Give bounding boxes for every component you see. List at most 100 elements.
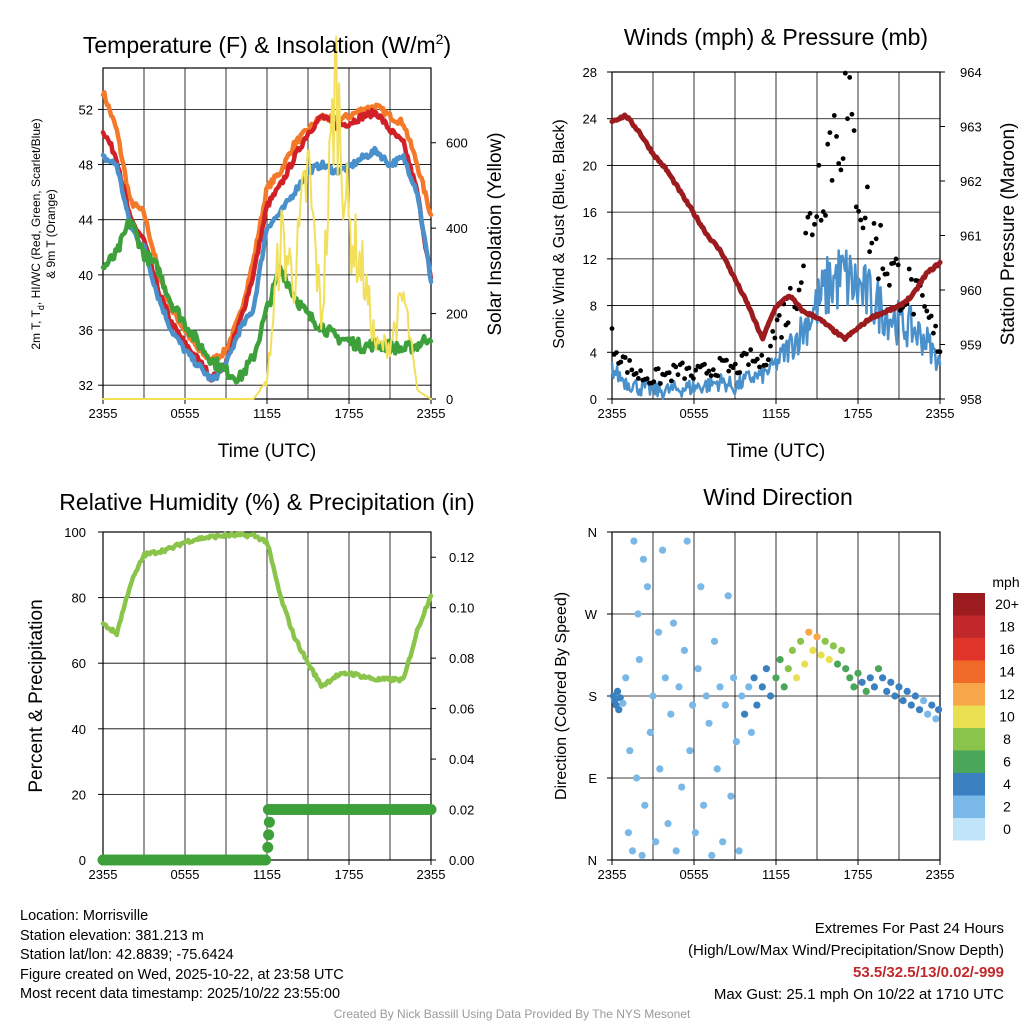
gust-point <box>737 370 743 375</box>
wind-direction-point <box>633 774 641 782</box>
wind-direction-point <box>700 801 708 809</box>
wind-direction-point <box>813 633 821 641</box>
gust-point <box>708 373 714 379</box>
gust-point <box>858 217 864 223</box>
wind-direction-point <box>866 674 874 682</box>
gust-point <box>849 111 855 117</box>
gust-point <box>675 372 681 378</box>
gust-point <box>909 277 914 282</box>
legend-swatch <box>953 773 985 796</box>
elevation-text: Station elevation: 381.213 m <box>20 927 204 944</box>
gust-point <box>867 249 872 255</box>
wind-direction-point <box>745 683 753 691</box>
precip-point <box>262 841 274 853</box>
y-tick-right-label: 964 <box>960 65 982 80</box>
chart-title: Temperature (F) & Insolation (W/m2) <box>83 31 451 58</box>
x-tick-label: 1155 <box>253 406 281 421</box>
gust-point <box>669 378 674 384</box>
wind-direction-point <box>784 665 792 673</box>
gust-point <box>801 263 806 269</box>
gust-point <box>845 116 850 122</box>
y-axis-label: Sonic Wind & Gust (Blue, Black) <box>551 119 568 348</box>
gust-point <box>836 161 842 166</box>
y-tick-label: 32 <box>79 378 93 393</box>
y-tick-right-label: 600 <box>446 136 468 151</box>
wind-direction-point <box>646 728 654 737</box>
legend-swatch <box>953 795 985 818</box>
wind-direction-point <box>689 701 697 709</box>
wind-direction-point <box>641 801 649 809</box>
y-tick-right-label: 958 <box>960 392 982 407</box>
gust-point <box>931 330 936 336</box>
gust-point <box>911 311 916 317</box>
x-tick-label: 2355 <box>89 406 118 421</box>
gust-point <box>805 214 811 220</box>
gust-point <box>825 141 831 147</box>
x-tick-label: 1755 <box>844 867 873 882</box>
wind-direction-point <box>907 701 915 709</box>
y-tick-right-label: 0.10 <box>449 601 474 616</box>
x-tick-label: 1755 <box>335 867 364 882</box>
y-tick-label: 20 <box>583 158 597 173</box>
gust-point <box>644 376 650 382</box>
y-tick-right-label: 0.08 <box>449 651 474 666</box>
wind-direction-point <box>879 674 887 682</box>
y-tick-label: S <box>588 689 597 704</box>
wind-direction-point <box>659 546 667 554</box>
y-axis-label: 2m T, Td, HI/WC (Red, Green, Scarlet/Blu… <box>29 118 46 349</box>
gust-point <box>765 357 771 363</box>
x-tick-label: 1155 <box>762 867 790 882</box>
gust-point <box>920 293 925 298</box>
wind-direction-point <box>887 678 895 686</box>
gust-point <box>730 365 736 371</box>
wind-direction-point <box>911 692 920 700</box>
speed-legend: mph 20+ 18 16 14 12 10 8 6 4 2 0 <box>953 574 1020 841</box>
y-tick-label: 12 <box>583 252 597 267</box>
y-tick-right-label: 963 <box>960 120 982 135</box>
wind-direction-point <box>639 555 648 563</box>
y-tick-label: W <box>585 607 598 622</box>
gust-point <box>876 276 881 282</box>
wind-direction-point <box>691 829 700 837</box>
wind-direction-point <box>829 642 838 650</box>
wind-direction-point <box>643 583 652 591</box>
gust-point <box>658 381 663 386</box>
wind-direction-point <box>630 537 638 545</box>
wind-direction-point <box>686 747 694 755</box>
y-tick-right-label: 960 <box>960 283 982 298</box>
y-tick-label: N <box>588 525 597 540</box>
series-line-relative-humidity <box>100 531 434 689</box>
temperature-chart: 32 36 40 44 48 52 0 200 400 600 2355 0555 1155 1755 23… <box>29 31 506 462</box>
wind-direction-point <box>624 829 633 837</box>
gust-point <box>884 271 890 277</box>
wind-direction-point <box>732 738 741 746</box>
y-tick-label: 24 <box>583 112 597 127</box>
y-tick-right-label: 0.02 <box>449 803 474 818</box>
y-tick-label: 40 <box>79 268 93 283</box>
x-tick-label: 1755 <box>335 406 364 421</box>
y-tick-right-label: 0 <box>446 392 453 407</box>
wind-direction-point <box>694 665 702 673</box>
gust-point <box>759 352 765 358</box>
x-tick-label: 0555 <box>171 406 200 421</box>
wind-direction-point <box>626 747 634 755</box>
wind-direction-point <box>649 692 657 700</box>
title-end: ) <box>443 32 451 58</box>
wind-direction-point <box>762 665 771 673</box>
wind-direction-point <box>741 710 749 718</box>
gust-point <box>842 70 848 76</box>
x-tick-label: 2355 <box>417 406 446 421</box>
wind-direction-point <box>862 687 870 696</box>
wind-direction-point <box>854 669 862 677</box>
wind-direction-point <box>842 665 850 673</box>
wind-direction-point <box>634 610 642 618</box>
wind-direction-point <box>613 687 622 696</box>
gust-point <box>785 320 791 326</box>
precip-point <box>263 816 275 828</box>
gust-point <box>710 367 716 373</box>
y-tick-label: 4 <box>590 345 597 360</box>
wind-direction-point <box>680 646 689 655</box>
gust-point <box>803 230 809 236</box>
chart-title: Winds (mph) & Pressure (mb) <box>624 24 928 50</box>
gust-point <box>922 304 927 309</box>
